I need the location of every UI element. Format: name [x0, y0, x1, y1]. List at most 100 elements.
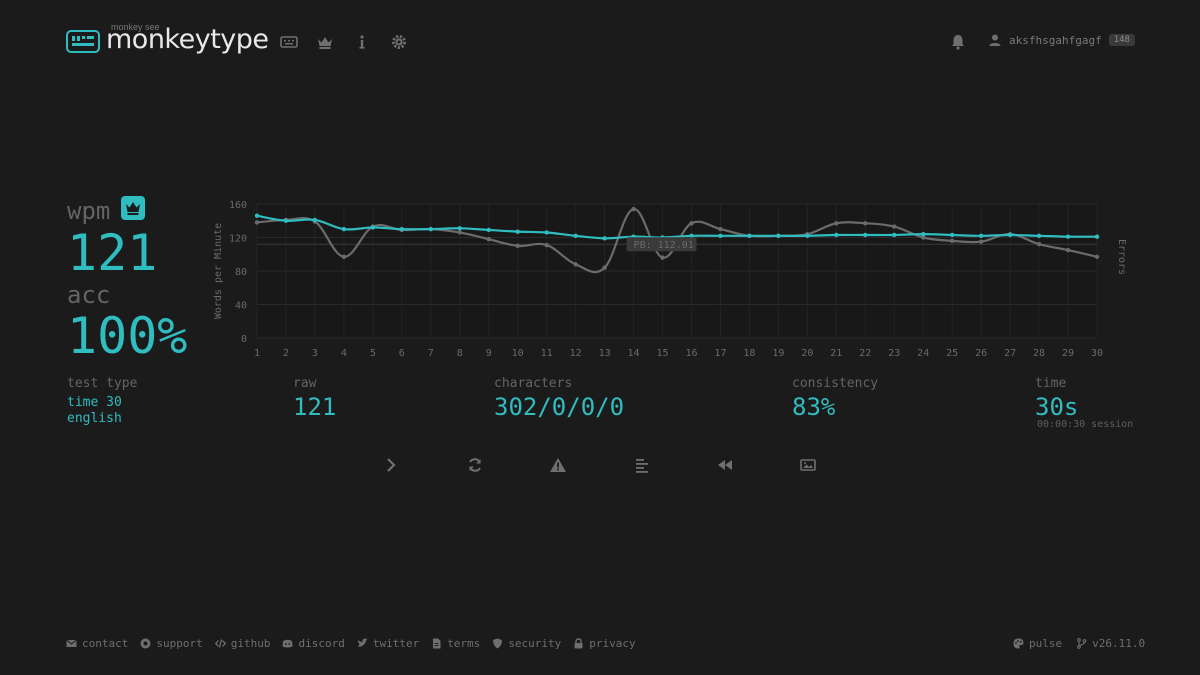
chart-point-wpm [1065, 234, 1071, 239]
next-test-button[interactable] [381, 456, 401, 474]
screenshot-button[interactable] [798, 456, 818, 474]
chart-point-wpm [776, 233, 781, 239]
chart-point-raw [1065, 247, 1071, 253]
report-button[interactable] [548, 456, 568, 474]
footer-link-label: security [508, 637, 562, 650]
keyboard-icon[interactable] [280, 33, 298, 51]
level-badge: 148 [1108, 34, 1135, 46]
chart-x-tick-label: 4 [341, 348, 347, 359]
raw-value: 121 [293, 393, 337, 421]
raw-label: raw [293, 376, 317, 391]
chart-point-raw [1036, 242, 1042, 247]
footer-link-discord[interactable]: discord [282, 637, 345, 650]
chart-point-wpm [515, 229, 520, 234]
chart-point-raw [660, 255, 665, 260]
version-button[interactable]: v26.11.0 [1076, 637, 1145, 650]
chart-x-tick-label: 26 [975, 348, 987, 359]
info-icon[interactable] [353, 33, 371, 51]
chart-point-wpm [428, 226, 433, 232]
logo-text[interactable]: monkeytype [106, 24, 269, 55]
chart-point-wpm [921, 231, 926, 237]
chart-point-wpm [399, 226, 405, 232]
chart-x-tick-label: 23 [888, 348, 900, 359]
chart-point-raw [1094, 254, 1100, 259]
chart-x-tick-label: 16 [685, 348, 697, 359]
chart-y-tick-label: 160 [229, 200, 247, 211]
words-history-button[interactable] [632, 456, 652, 474]
chart-x-tick-label: 1 [254, 348, 260, 359]
theme-button[interactable]: pulse [1013, 637, 1062, 650]
discord-icon [282, 639, 293, 648]
chart-point-wpm [892, 232, 897, 238]
chart-point-wpm [341, 226, 347, 232]
footer-link-label: twitter [372, 637, 420, 650]
test-type-mode: time 30 [67, 395, 122, 410]
chart-x-tick-label: 7 [428, 348, 434, 359]
text-align-icon [636, 459, 648, 473]
chart-y-tick-label: 120 [229, 234, 247, 245]
footer-link-label: support [156, 637, 203, 650]
chart-y-tick-label: 40 [235, 301, 247, 312]
chart-point-raw [602, 265, 607, 270]
footer-link-label: github [230, 637, 271, 650]
chart-x-tick-label: 8 [457, 348, 463, 359]
user-account[interactable]: aksfhsgahfgagf 148 [988, 33, 1135, 47]
time-label: time [1035, 376, 1067, 391]
chart-x-tick-label: 25 [946, 348, 958, 359]
chart-point-raw [341, 254, 347, 259]
gear-icon[interactable] [390, 33, 408, 51]
footer-link-support[interactable]: support [140, 637, 203, 650]
chart-x-tick-label: 11 [541, 348, 553, 359]
footer-link-label: contact [82, 637, 129, 650]
replay-button[interactable] [715, 456, 735, 474]
backward-icon [718, 460, 732, 470]
chart-point-raw [486, 236, 491, 242]
chart-x-tick-label: 12 [570, 348, 582, 359]
footer-link-twitter[interactable]: twitter [357, 637, 419, 650]
chart-x-tick-label: 29 [1062, 348, 1074, 359]
wpm-label: wpm [67, 197, 111, 225]
restart-test-button[interactable] [465, 456, 485, 474]
chart-y-tick-label: 0 [241, 334, 247, 345]
footer-links: contact support github discord twitter t… [66, 637, 636, 650]
test-type-language: english [67, 411, 122, 426]
bell-icon[interactable] [949, 33, 967, 51]
logo-tagline: monkey see [111, 22, 160, 32]
lock-icon [574, 638, 583, 649]
footer-link-security[interactable]: security [492, 637, 561, 650]
chart-point-wpm [602, 236, 607, 241]
chevron-right-icon [387, 458, 396, 472]
chart-point-wpm [747, 233, 752, 239]
footer-link-terms[interactable]: terms [431, 637, 480, 650]
logo-icon[interactable] [66, 30, 100, 53]
footer-link-github[interactable]: github [214, 637, 271, 650]
footer-link-contact[interactable]: contact [66, 637, 128, 650]
chart-point-wpm [689, 233, 694, 239]
chart-x-tick-label: 18 [743, 348, 755, 359]
chart-x-tick-label: 15 [656, 348, 668, 359]
chart-x-tick-label: 22 [859, 348, 871, 359]
chart-point-raw [573, 262, 578, 267]
image-icon [800, 459, 816, 471]
chart-point-raw [949, 238, 955, 244]
chart-point-raw [631, 206, 636, 212]
consistency-value: 83% [792, 393, 836, 421]
chart-x-tick-label: 28 [1033, 348, 1045, 359]
chart-point-raw [457, 230, 462, 235]
chart-x-tick-label: 20 [801, 348, 813, 359]
file-icon [433, 638, 441, 649]
chart-x-tick-label: 6 [399, 348, 405, 359]
footer-link-privacy[interactable]: privacy [573, 637, 636, 650]
chart-x-tick-label: 10 [512, 348, 524, 359]
crown-icon[interactable] [316, 33, 334, 51]
chart-series-line-wpm [256, 214, 1098, 240]
chart-point-wpm [283, 218, 289, 223]
chart-x-tick-label: 21 [830, 348, 842, 359]
footer-meta: pulse v26.11.0 [1013, 637, 1145, 650]
chart-point-wpm [978, 233, 984, 239]
characters-value: 302/0/0/0 [494, 393, 625, 421]
chart-point-raw [515, 243, 520, 249]
chart-point-raw [863, 221, 868, 226]
chart-point-wpm [1007, 232, 1013, 238]
